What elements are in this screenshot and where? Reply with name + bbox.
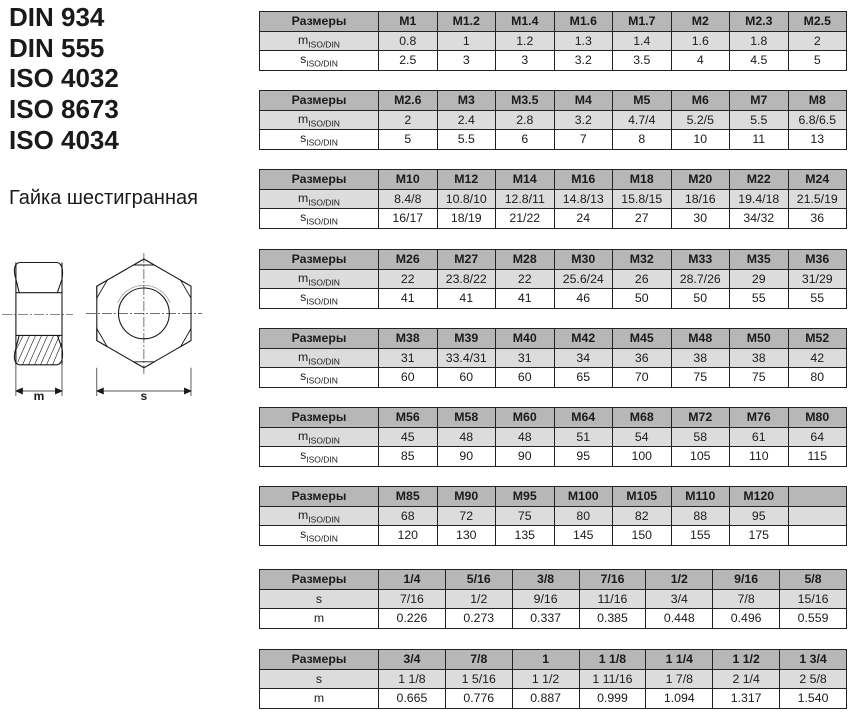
svg-text:s: s (141, 389, 148, 403)
svg-text:m: m (34, 389, 45, 403)
